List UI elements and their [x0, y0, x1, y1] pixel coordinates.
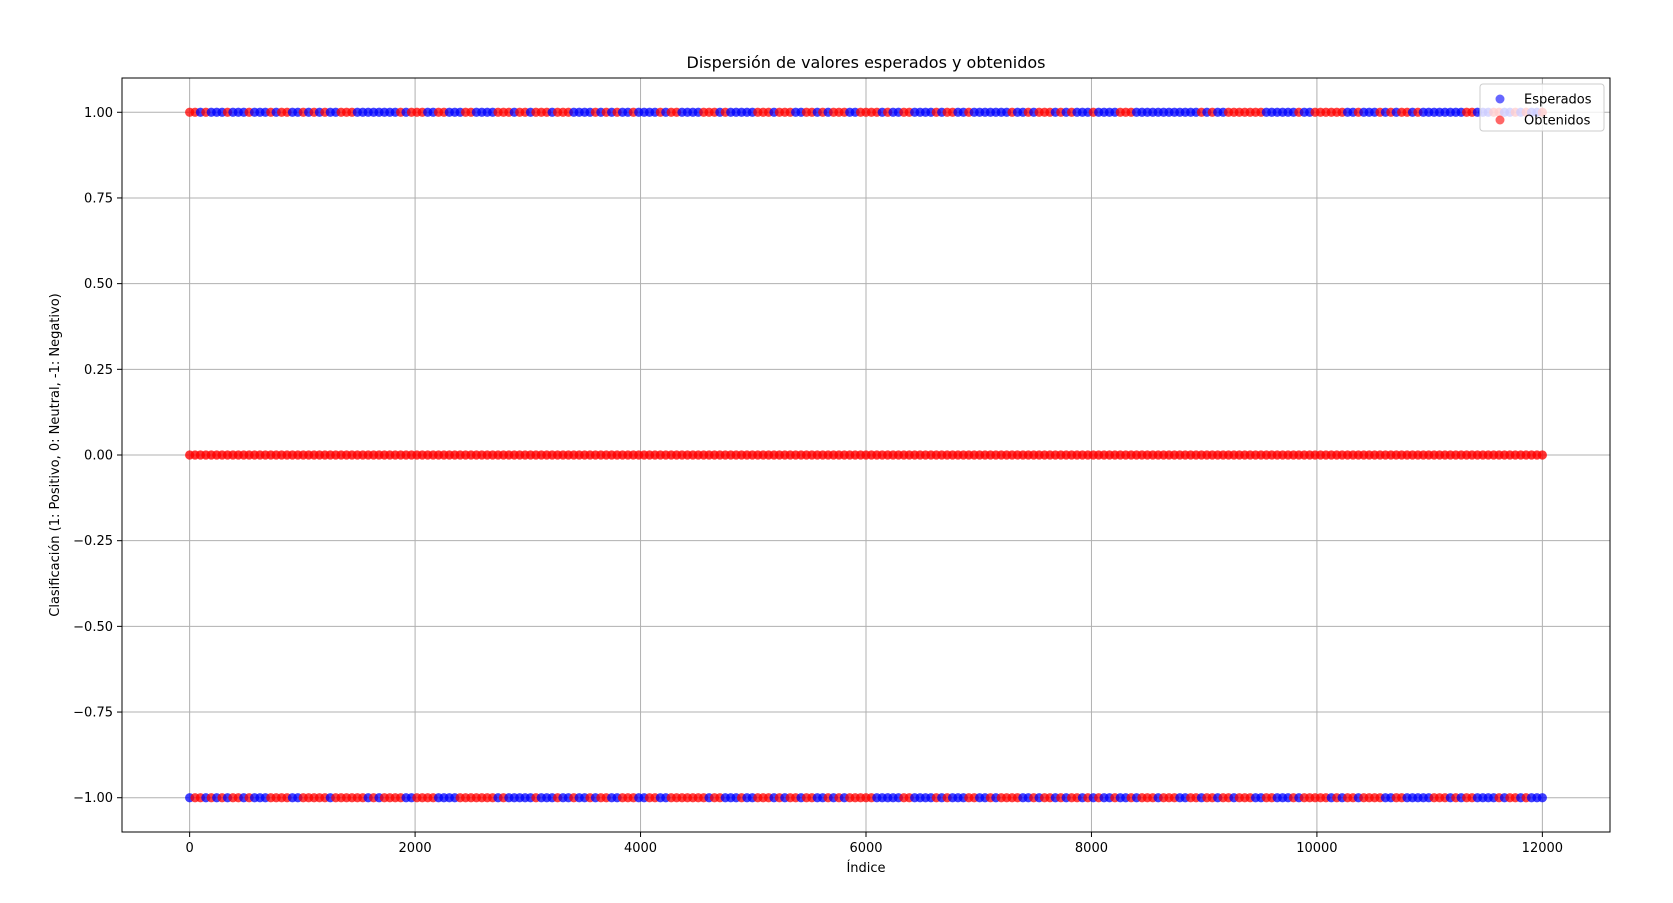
x-tick-label: 12000 — [1522, 841, 1563, 856]
y-tick-label: 0.25 — [84, 363, 113, 378]
point-negative — [1537, 793, 1547, 803]
chart-title: Dispersión de valores esperados y obteni… — [687, 53, 1046, 72]
x-tick-label: 4000 — [624, 841, 657, 856]
y-axis-label: Clasificación (1: Positivo, 0: Neutral, … — [48, 293, 63, 617]
x-tick-label: 6000 — [849, 841, 882, 856]
axis-ticks: 0 2000 4000 6000 8000 10000 12000 1.00 0.75 0.50 0… — [73, 106, 1563, 856]
y-tick-label: 0.50 — [84, 277, 113, 292]
y-tick-label: −0.50 — [73, 620, 113, 635]
y-tick-label: 0.00 — [84, 449, 113, 464]
x-tick-label: 2000 — [399, 841, 432, 856]
x-axis-label: Índice — [846, 860, 885, 876]
x-tick-label: 8000 — [1075, 841, 1108, 856]
legend-label-esperados: Esperados — [1524, 93, 1592, 108]
y-tick-label: 1.00 — [84, 106, 113, 121]
y-tick-label: −0.25 — [73, 534, 113, 549]
legend-marker-esperados — [1495, 94, 1505, 104]
y-tick-label: 0.75 — [84, 191, 113, 206]
legend: Esperados Obtenidos — [1479, 83, 1605, 132]
legend-label-obtenidos: Obtenidos — [1524, 114, 1591, 129]
y-tick-label: −1.00 — [73, 791, 113, 806]
legend-box — [1479, 83, 1605, 132]
x-tick-label: 0 — [185, 841, 193, 856]
y-tick-label: −0.75 — [73, 706, 113, 721]
point-neutral — [1537, 450, 1547, 460]
scatter-points — [185, 107, 1547, 803]
legend-marker-obtenidos — [1495, 115, 1505, 125]
x-tick-label: 10000 — [1296, 841, 1337, 856]
